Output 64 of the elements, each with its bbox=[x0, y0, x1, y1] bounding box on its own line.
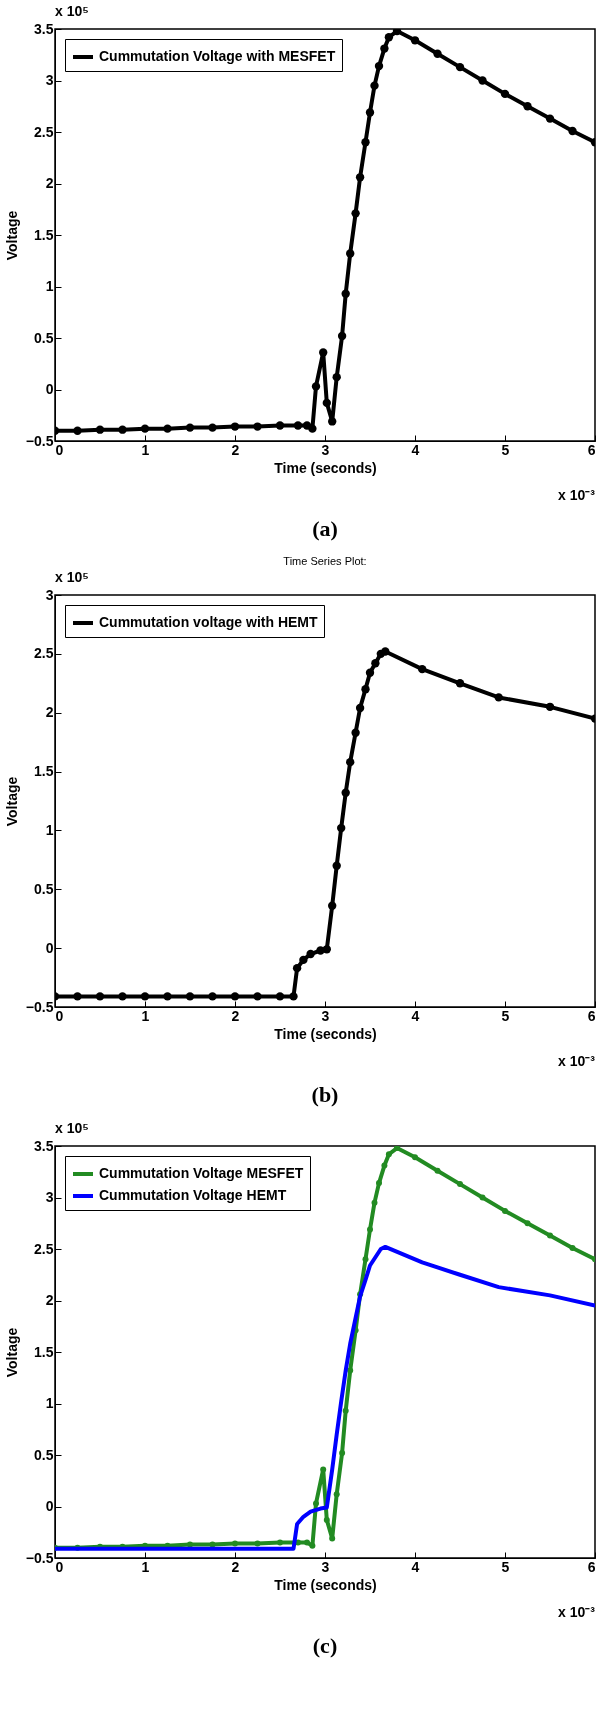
text: x 10⁵ bbox=[55, 1120, 89, 1136]
y-tick-label: 3 bbox=[45, 586, 54, 603]
legend-label: Cummutation Voltage HEMT bbox=[99, 1187, 287, 1203]
x-tick-label: 5 bbox=[501, 1007, 510, 1024]
y-tick-label: 1 bbox=[45, 278, 54, 294]
y-tick-label: −0.5 bbox=[25, 1549, 54, 1566]
text: x 10⁵ bbox=[55, 3, 89, 19]
text: (b) bbox=[311, 1082, 339, 1107]
text: x 10⁵ bbox=[55, 569, 89, 585]
y-tick-label: 2.5 bbox=[34, 1240, 54, 1257]
y-tick-label: 0.5 bbox=[34, 880, 54, 897]
x-tick-label: 6 bbox=[587, 1558, 596, 1575]
y-tick-label: 0.5 bbox=[34, 329, 54, 346]
y-tick-label: 2 bbox=[45, 175, 54, 191]
x-tick-label: 4 bbox=[411, 1007, 420, 1024]
y-axis-title: Voltage bbox=[3, 1327, 20, 1378]
y-tick-label: 0 bbox=[45, 1498, 54, 1514]
y-tick-label: 1 bbox=[45, 821, 54, 838]
x-tick-label: 3 bbox=[321, 441, 330, 458]
y-tick-label: 3.5 bbox=[34, 1137, 54, 1154]
y-tick-label: 3 bbox=[45, 72, 54, 88]
x-axis-title: Time (seconds) bbox=[274, 459, 377, 476]
y-axis-title: Voltage bbox=[3, 210, 20, 261]
y-tick-label: 1.5 bbox=[34, 1343, 54, 1360]
x-tick-label: 4 bbox=[411, 1558, 420, 1575]
x-tick-label: 1 bbox=[141, 1007, 150, 1024]
legend-label: Cummutation Voltage MESFET bbox=[99, 1165, 304, 1181]
y-axis-title: Voltage bbox=[3, 776, 20, 827]
x-tick-label: 5 bbox=[501, 441, 510, 458]
y-tick-label: −0.5 bbox=[25, 998, 54, 1015]
x-tick-label: 6 bbox=[587, 1007, 596, 1024]
legend-label: Cummutation voltage with HEMT bbox=[99, 614, 318, 630]
text: (a) bbox=[312, 516, 338, 541]
x-tick-label: 6 bbox=[587, 441, 596, 458]
text: x 10⁻³ bbox=[558, 487, 596, 503]
x-tick-label: 5 bbox=[501, 1558, 510, 1575]
y-tick-label: 1.5 bbox=[34, 226, 54, 243]
x-tick-label: 2 bbox=[231, 441, 240, 458]
y-tick-label: 2.5 bbox=[34, 645, 54, 662]
x-tick-label: 4 bbox=[411, 441, 420, 458]
x-tick-label: 2 bbox=[231, 1558, 240, 1575]
text: (c) bbox=[312, 1633, 338, 1658]
y-tick-label: 0 bbox=[45, 939, 54, 956]
y-tick-label: 1 bbox=[45, 1395, 54, 1411]
y-tick-label: −0.5 bbox=[25, 432, 54, 449]
x-axis-title: Time (seconds) bbox=[274, 1576, 377, 1593]
text: x 10⁻³ bbox=[558, 1053, 596, 1069]
x-tick-label: 1 bbox=[141, 1558, 150, 1575]
x-tick-label: 3 bbox=[321, 1558, 330, 1575]
y-tick-label: 3.5 bbox=[34, 20, 54, 37]
chart-title: Time Series Plot: bbox=[283, 555, 367, 567]
x-tick-label: 3 bbox=[321, 1007, 330, 1024]
y-tick-label: 0 bbox=[45, 381, 54, 397]
legend-label: Cummutation Voltage with MESFET bbox=[99, 48, 336, 64]
x-tick-label: 1 bbox=[141, 441, 150, 458]
y-tick-label: 2 bbox=[45, 1292, 54, 1308]
text: x 10⁻³ bbox=[558, 1604, 596, 1620]
x-tick-label: 2 bbox=[231, 1007, 240, 1024]
y-tick-label: 3 bbox=[45, 1189, 54, 1205]
y-tick-label: 2 bbox=[45, 704, 54, 721]
y-tick-label: 1.5 bbox=[34, 763, 54, 780]
y-tick-label: 0.5 bbox=[34, 1446, 54, 1463]
x-axis-title: Time (seconds) bbox=[274, 1025, 377, 1042]
y-tick-label: 2.5 bbox=[34, 123, 54, 140]
